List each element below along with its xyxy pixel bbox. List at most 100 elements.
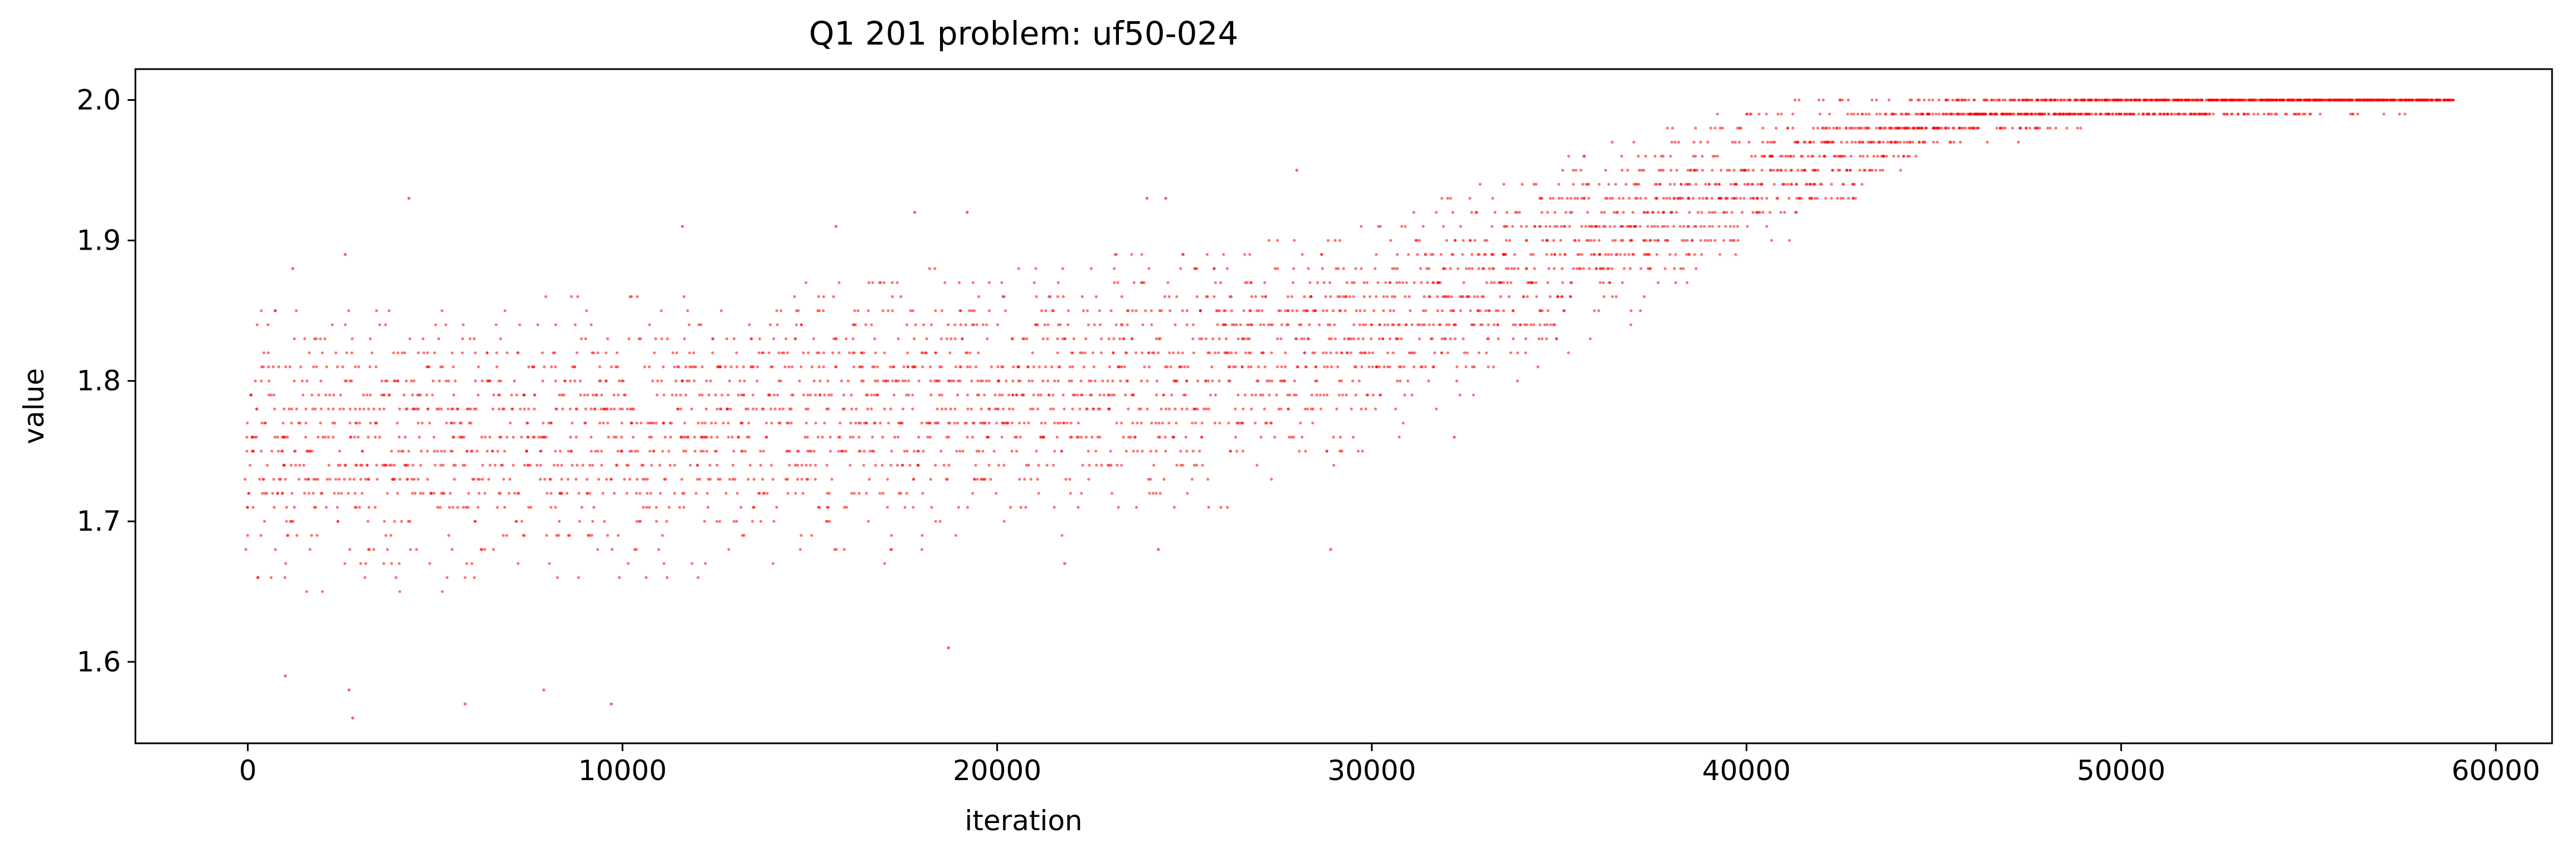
data-point <box>1677 140 1681 144</box>
data-point <box>801 491 805 495</box>
data-point <box>954 534 957 537</box>
data-point <box>1371 393 1375 397</box>
data-point <box>288 407 291 411</box>
data-point <box>1424 365 1427 369</box>
data-point <box>849 464 852 467</box>
data-point <box>1946 98 1950 102</box>
data-point <box>1682 267 1685 270</box>
data-point <box>807 351 810 354</box>
data-point <box>1049 295 1052 299</box>
data-point <box>1364 407 1367 411</box>
data-point <box>996 365 1000 369</box>
data-point <box>686 435 689 439</box>
data-point <box>818 309 821 313</box>
data-point <box>1620 154 1623 158</box>
data-point <box>1163 295 1167 299</box>
data-point <box>1635 183 1639 186</box>
data-point <box>1704 183 1707 186</box>
data-point <box>1720 197 1723 200</box>
data-point <box>846 379 850 383</box>
data-point <box>369 421 372 425</box>
data-point <box>626 562 630 565</box>
data-point <box>981 379 984 383</box>
data-point <box>1485 281 1488 284</box>
data-point <box>1263 281 1267 284</box>
data-point <box>2258 98 2262 102</box>
data-point <box>1679 183 1683 186</box>
data-point <box>499 491 502 495</box>
data-point <box>1185 450 1189 453</box>
data-point <box>1051 464 1055 467</box>
data-point <box>1134 351 1138 354</box>
data-point <box>1504 225 1507 228</box>
data-point <box>1031 407 1035 411</box>
data-point <box>1872 154 1876 158</box>
data-point <box>2188 98 2192 102</box>
data-point <box>1598 238 1601 242</box>
data-point <box>1012 365 1015 369</box>
data-point <box>245 435 249 439</box>
data-point <box>2111 113 2114 116</box>
data-point <box>1828 113 1831 116</box>
data-point <box>276 435 279 439</box>
data-point <box>1398 281 1401 284</box>
data-point <box>1722 211 1726 214</box>
data-point <box>452 478 456 481</box>
x-axis-label: iteration <box>965 805 1082 837</box>
data-point <box>427 365 431 369</box>
data-point <box>1908 126 1911 130</box>
data-point <box>2270 98 2273 102</box>
data-point <box>1547 267 1551 270</box>
data-point <box>615 435 618 439</box>
data-point <box>1063 407 1066 411</box>
data-point <box>1358 323 1361 327</box>
data-point <box>1244 281 1247 284</box>
data-point <box>315 365 318 369</box>
data-point <box>1177 351 1180 354</box>
data-point <box>1586 211 1589 214</box>
data-point <box>425 365 428 369</box>
data-point <box>1647 267 1650 270</box>
data-point <box>290 421 293 425</box>
data-point <box>2283 113 2287 116</box>
data-point <box>961 337 964 340</box>
data-point <box>1329 295 1332 299</box>
data-point <box>829 435 832 439</box>
data-point <box>1908 154 1911 158</box>
data-point <box>1241 407 1245 411</box>
data-point <box>470 562 474 565</box>
data-point <box>367 435 370 439</box>
data-point <box>577 576 580 579</box>
data-point <box>1606 253 1610 256</box>
data-point <box>610 365 613 369</box>
data-point <box>271 365 275 369</box>
data-point <box>1960 98 1964 102</box>
data-point <box>1198 450 1201 453</box>
data-point <box>1486 238 1489 242</box>
data-point <box>1340 351 1343 354</box>
data-point <box>782 351 786 354</box>
data-point <box>1295 337 1298 340</box>
data-point <box>569 435 572 439</box>
data-point <box>897 491 900 495</box>
data-point <box>956 393 959 397</box>
data-point <box>1897 154 1900 158</box>
data-point <box>596 450 600 453</box>
data-point <box>284 562 288 565</box>
data-point <box>945 337 949 340</box>
data-point <box>1447 295 1450 299</box>
data-point <box>1288 393 1292 397</box>
data-point <box>1549 323 1552 327</box>
data-point <box>452 393 455 397</box>
data-point <box>352 478 356 481</box>
data-point <box>1265 421 1268 425</box>
data-point <box>1803 168 1806 172</box>
data-point <box>308 351 311 354</box>
data-point <box>2018 126 2022 130</box>
data-point <box>1629 309 1633 313</box>
data-point <box>467 491 470 495</box>
data-point <box>603 520 606 523</box>
data-point <box>1273 267 1277 270</box>
data-point <box>1543 323 1546 327</box>
data-point <box>809 393 812 397</box>
